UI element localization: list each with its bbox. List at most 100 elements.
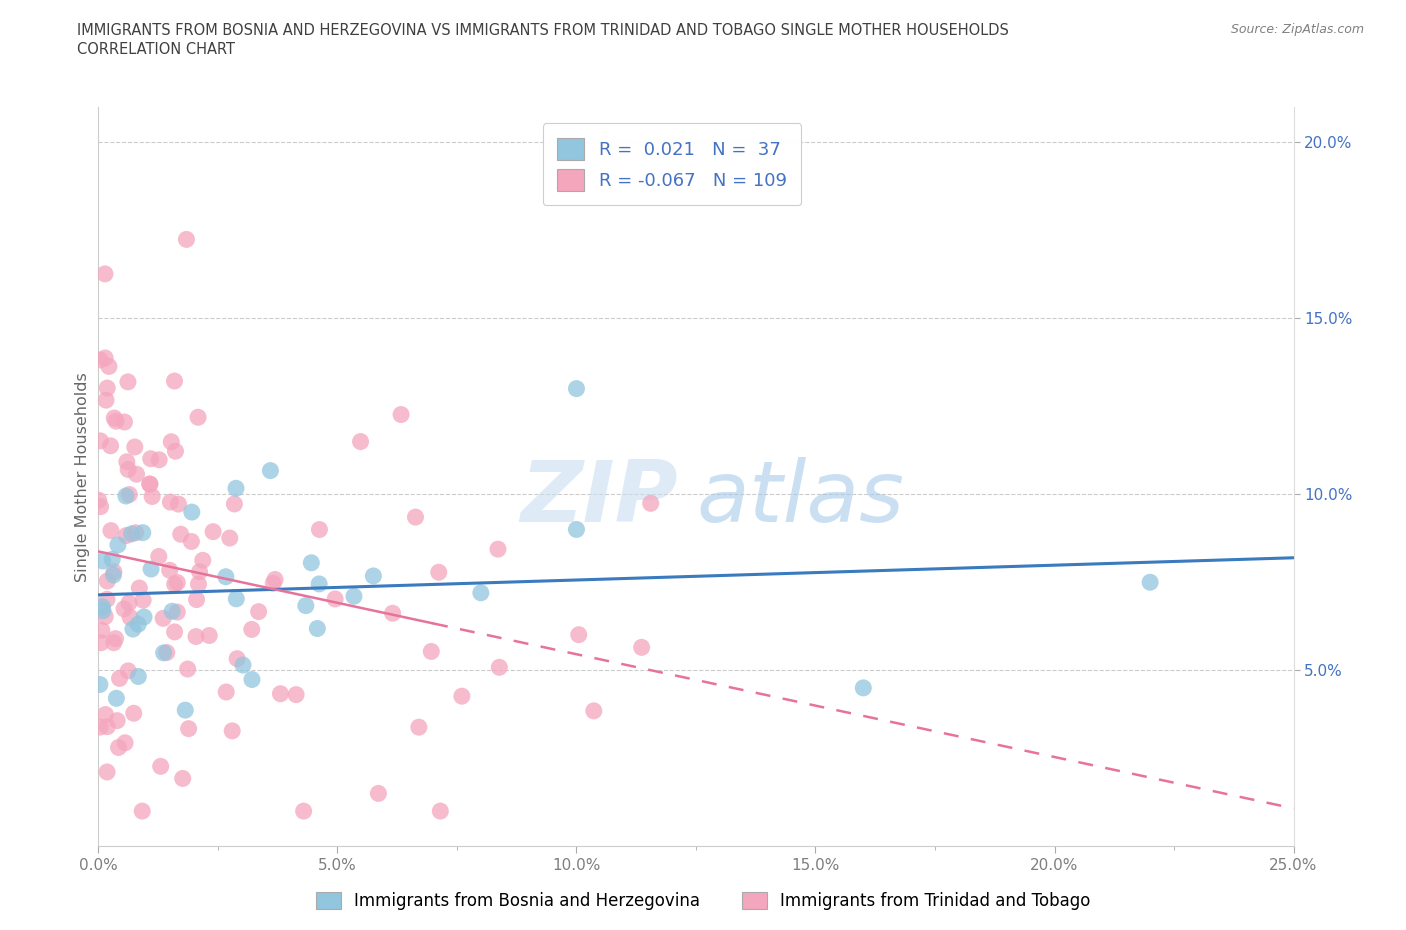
Point	[104, 631, 127, 646]
Point	[176, 661, 198, 676]
Point	[124, 440, 146, 455]
Point	[420, 644, 443, 659]
Point	[349, 434, 371, 449]
Point	[89, 433, 111, 448]
Point	[96, 591, 118, 606]
Point	[117, 375, 139, 390]
Point	[262, 576, 284, 591]
Point	[429, 804, 451, 818]
Point	[226, 651, 249, 666]
Point	[568, 627, 591, 642]
Point	[152, 645, 174, 660]
Point	[427, 565, 450, 579]
Point	[125, 525, 148, 540]
Point	[125, 467, 148, 482]
Point	[128, 580, 150, 595]
Point	[363, 568, 385, 583]
Point	[285, 687, 308, 702]
Point	[131, 804, 153, 818]
Point	[367, 786, 389, 801]
Point	[152, 611, 174, 626]
Point	[103, 635, 125, 650]
Point	[451, 689, 474, 704]
Point	[630, 640, 652, 655]
Point	[323, 591, 346, 606]
Point	[292, 804, 315, 818]
Point	[202, 525, 225, 539]
Point	[852, 681, 875, 696]
Point	[163, 577, 186, 591]
Point	[187, 577, 209, 591]
Point	[90, 623, 112, 638]
Point	[96, 764, 118, 779]
Point	[115, 528, 138, 543]
Point	[163, 374, 186, 389]
Point	[582, 703, 605, 718]
Point	[105, 691, 128, 706]
Point	[174, 703, 197, 718]
Point	[97, 359, 120, 374]
Point	[186, 592, 208, 607]
Point	[127, 617, 149, 631]
Point	[470, 585, 492, 600]
Point	[224, 497, 246, 512]
Point	[232, 658, 254, 672]
Point	[96, 380, 118, 395]
Text: Source: ZipAtlas.com: Source: ZipAtlas.com	[1230, 23, 1364, 36]
Point	[87, 493, 110, 508]
Point	[96, 574, 118, 589]
Point	[166, 604, 188, 619]
Point	[108, 671, 131, 685]
Point	[91, 604, 114, 618]
Point	[177, 721, 200, 736]
Point	[225, 481, 247, 496]
Point	[89, 720, 111, 735]
Point	[184, 629, 207, 644]
Point	[141, 489, 163, 504]
Point	[565, 381, 588, 396]
Point	[148, 549, 170, 564]
Point	[118, 595, 141, 610]
Point	[160, 434, 183, 449]
Point	[381, 605, 404, 620]
Point	[89, 677, 111, 692]
Point	[218, 531, 240, 546]
Text: IMMIGRANTS FROM BOSNIA AND HERZEGOVINA VS IMMIGRANTS FROM TRINIDAD AND TOBAGO SI: IMMIGRANTS FROM BOSNIA AND HERZEGOVINA V…	[77, 23, 1010, 38]
Point	[176, 232, 198, 246]
Point	[114, 415, 136, 430]
Point	[90, 499, 112, 514]
Text: CORRELATION CHART: CORRELATION CHART	[77, 42, 235, 57]
Point	[148, 452, 170, 467]
Point	[225, 591, 247, 606]
Y-axis label: Single Mother Households: Single Mother Households	[75, 372, 90, 581]
Point	[172, 771, 194, 786]
Point	[269, 686, 291, 701]
Text: atlas: atlas	[696, 458, 904, 540]
Point	[122, 706, 145, 721]
Point	[247, 604, 270, 619]
Point	[94, 267, 117, 282]
Point	[187, 410, 209, 425]
Point	[91, 599, 114, 614]
Legend: Immigrants from Bosnia and Herzegovina, Immigrants from Trinidad and Tobago: Immigrants from Bosnia and Herzegovina, …	[309, 885, 1097, 917]
Point	[180, 534, 202, 549]
Point	[486, 541, 509, 556]
Point	[89, 352, 111, 367]
Point	[240, 672, 263, 687]
Point	[1139, 575, 1161, 590]
Point	[114, 736, 136, 751]
Point	[163, 624, 186, 639]
Point	[159, 563, 181, 578]
Point	[165, 444, 187, 458]
Point	[103, 565, 125, 579]
Legend: R =  0.021   N =  37, R = -0.067   N = 109: R = 0.021 N = 37, R = -0.067 N = 109	[543, 124, 801, 206]
Point	[100, 524, 122, 538]
Point	[139, 477, 162, 492]
Text: ZIP: ZIP	[520, 458, 678, 540]
Point	[139, 562, 162, 577]
Point	[94, 392, 117, 407]
Point	[259, 463, 281, 478]
Point	[91, 553, 114, 568]
Point	[107, 740, 129, 755]
Point	[565, 522, 588, 537]
